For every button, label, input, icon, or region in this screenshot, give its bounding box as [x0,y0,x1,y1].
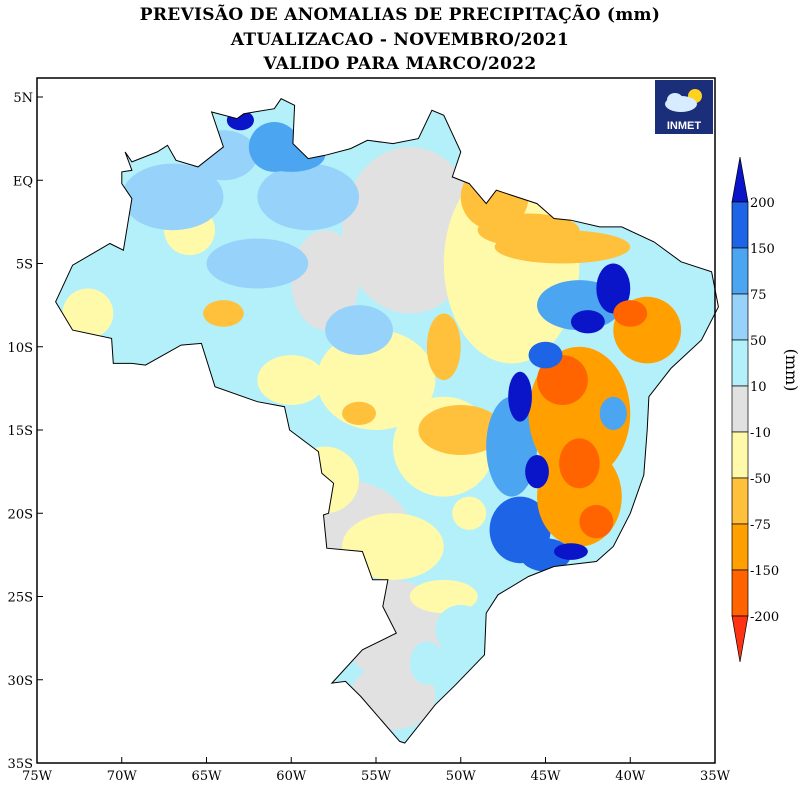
anomaly-region [559,438,600,489]
anomaly-region [596,263,631,314]
anomaly-region [599,396,627,430]
anomaly-region [248,121,300,172]
colorbar-label: 75 [750,288,767,303]
anomaly-region [189,130,258,181]
colorbar-segment [731,339,749,387]
anomaly-region [342,401,376,426]
colorbar-segment [731,569,749,617]
anomaly-region [435,604,487,655]
colorbar-segment [731,293,749,341]
inmet-logo: INMET [655,80,713,134]
y-tick-label: 20S [8,507,33,522]
anomaly-field [55,98,715,743]
anomaly-region [409,641,444,685]
anomaly-region [121,163,224,231]
colorbar-segment [731,201,749,249]
anomaly-region [460,163,529,231]
colorbar-label: 50 [750,334,767,349]
y-tick-label: 5N [13,91,33,106]
anomaly-region [62,288,114,339]
x-tick-label: 45W [531,769,562,784]
colorbar-label: 150 [750,242,775,257]
anomaly-region [452,496,487,530]
colorbar-label: 10 [750,380,767,395]
colorbar-label: -200 [750,610,779,625]
brazil-border [55,98,719,744]
x-tick-label: 75W [22,769,53,784]
anomaly-region [198,413,249,447]
anomaly-region [206,238,309,289]
anomaly-region [291,230,360,331]
x-tick-label: 70W [107,769,138,784]
colorbar-segment [731,477,749,525]
anomaly-region [528,341,563,369]
y-tick-label: 25S [8,591,33,606]
anomaly-region [508,371,532,422]
colorbar-segment [731,385,749,433]
anomaly-region [226,110,254,131]
anomaly-region [291,446,360,514]
colorbar-top-arrow [731,156,749,203]
anomaly-region [426,313,461,381]
anomaly-region [342,513,444,580]
anomaly-region [316,330,436,430]
y-tick-label: 35S [8,757,33,772]
logo-text: INMET [666,120,702,132]
title-line-1: PREVISÃO DE ANOMALIAS DE PRECIPITAÇÃO (m… [139,5,661,25]
colorbar-label: 200 [750,196,775,211]
anomaly-region [257,163,360,231]
anomaly-region [203,300,244,327]
x-tick-label: 50W [446,769,477,784]
colorbar-segment [731,523,749,571]
x-tick-label: 55W [361,769,392,784]
anomaly-region [486,396,538,497]
anomaly-region [325,305,393,356]
colorbar-segment [731,247,749,295]
title-line-3: VALIDO PARA MARCO/2022 [263,54,537,74]
anomaly-region [553,543,588,560]
y-tick-label: 15S [8,424,33,439]
x-tick-label: 35W [700,769,731,784]
x-tick-label: 65W [192,769,223,784]
colorbar-label: -75 [750,518,771,533]
colorbar-bottom-arrow [731,615,749,663]
anomaly-region [570,310,605,334]
colorbar-segment [731,431,749,479]
colorbar-label: -50 [750,472,771,487]
colorbar-label: -10 [750,426,771,441]
y-tick-label: EQ [13,174,33,189]
anomaly-region [409,579,478,614]
cloud-sun-icon [665,89,702,112]
anomaly-region [579,504,614,539]
x-tick-label: 40W [615,769,646,784]
y-tick-label: 30S [8,674,33,689]
title-line-2: ATUALIZACAO - NOVEMBRO/2021 [230,30,570,50]
anomaly-region [494,230,631,264]
colorbar-label: -150 [750,564,779,579]
x-tick-label: 60W [276,769,307,784]
anomaly-region [613,300,648,327]
anomaly-region [418,405,504,455]
anomaly-region [342,146,478,314]
anomaly-region [638,263,673,297]
y-tick-label: 5S [16,258,33,273]
anomaly-region [525,454,549,489]
y-tick-label: 10S [8,341,33,356]
colorbar-unit-label: (mm) [782,349,800,392]
anomaly-region [257,355,326,406]
